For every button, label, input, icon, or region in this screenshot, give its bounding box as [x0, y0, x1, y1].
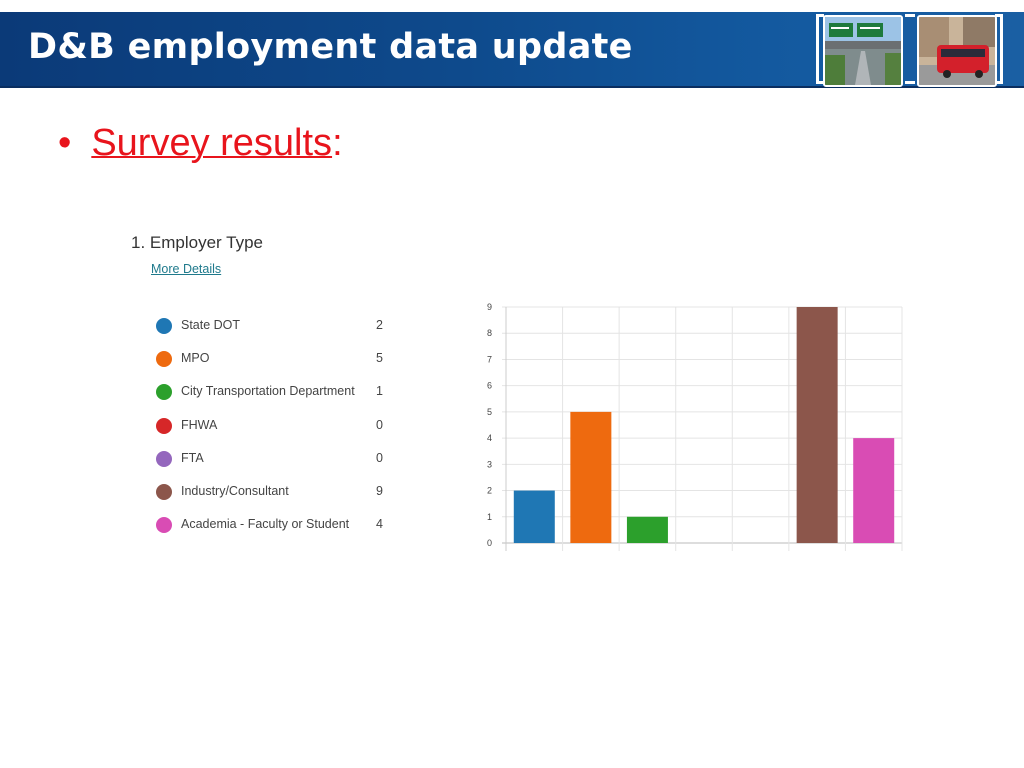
y-tick-label: 9	[487, 302, 492, 312]
legend-item: City Transportation Department 1	[156, 382, 396, 415]
y-tick-label: 0	[487, 538, 492, 548]
photo-bracket-right	[995, 14, 1003, 84]
y-tick-label: 4	[487, 433, 492, 443]
legend-item: State DOT 2	[156, 316, 396, 349]
photo-bracket-left	[816, 14, 824, 84]
y-tick-label: 3	[487, 459, 492, 469]
legend-marker-icon	[156, 450, 172, 467]
legend-label: FTA	[181, 450, 204, 465]
legend-label: MPO	[181, 351, 210, 366]
bullet-colon: :	[332, 122, 343, 164]
legend-label: FHWA	[181, 417, 218, 432]
legend-item: FTA 0	[156, 449, 396, 482]
y-tick-label: 5	[487, 407, 492, 417]
y-tick-label: 6	[487, 381, 492, 391]
legend-count: 9	[376, 483, 383, 498]
bar-3	[626, 516, 668, 543]
bar-chart: 0 1 2 3 4 5 6 7 8 9	[487, 302, 903, 551]
legend-marker-icon	[156, 318, 172, 334]
legend-item: Industry/Consultant 9	[156, 482, 396, 515]
y-tick-label: 7	[487, 354, 492, 364]
legend-count: 0	[376, 450, 383, 465]
y-tick-label: 8	[487, 328, 492, 338]
legend-count: 0	[376, 417, 383, 432]
legend-label: State DOT	[181, 318, 241, 332]
title-bar: D&B employment data update	[0, 12, 1024, 88]
legend-count: 4	[376, 517, 383, 532]
highway-photo-graphic	[825, 17, 901, 85]
legend-marker-icon	[156, 351, 172, 368]
bullet-survey-results: • Survey results:	[58, 122, 343, 165]
legend-label: Industry/Consultant	[181, 483, 289, 498]
more-details-link[interactable]: More Details	[151, 262, 222, 276]
legend-label: City Transportation Department	[181, 384, 355, 399]
page-title: D&B employment data update	[28, 27, 633, 67]
bus-photo-graphic	[919, 17, 995, 85]
legend-count: 1	[376, 384, 383, 399]
legend-item: FHWA 0	[156, 416, 396, 449]
chart-legend: State DOT 2 MPO 5 City Transportation Depart…	[156, 316, 396, 548]
photo-bracket-mid	[905, 14, 915, 84]
legend-marker-icon	[156, 417, 172, 434]
bar-7	[853, 438, 895, 543]
bar-6	[796, 307, 838, 543]
y-tick-label: 1	[487, 512, 492, 522]
legend-count: 2	[376, 318, 383, 332]
bus-photo	[917, 15, 997, 87]
bar-2	[570, 411, 612, 543]
highway-photo	[823, 15, 903, 87]
legend-item: Academia - Faculty or Student 4	[156, 515, 396, 548]
question-title: 1. Employer Type	[131, 233, 263, 252]
bar-1	[513, 490, 555, 543]
bullet-text: Survey results	[91, 122, 333, 164]
legend-marker-icon	[156, 517, 172, 534]
legend-marker-icon	[156, 384, 172, 401]
legend-label: Academia - Faculty or Student	[181, 517, 350, 532]
y-tick-label: 2	[487, 486, 492, 496]
legend-count: 5	[376, 351, 383, 366]
legend-marker-icon	[156, 483, 172, 500]
bullet-dot: •	[58, 122, 72, 164]
legend-item: MPO 5	[156, 349, 396, 382]
